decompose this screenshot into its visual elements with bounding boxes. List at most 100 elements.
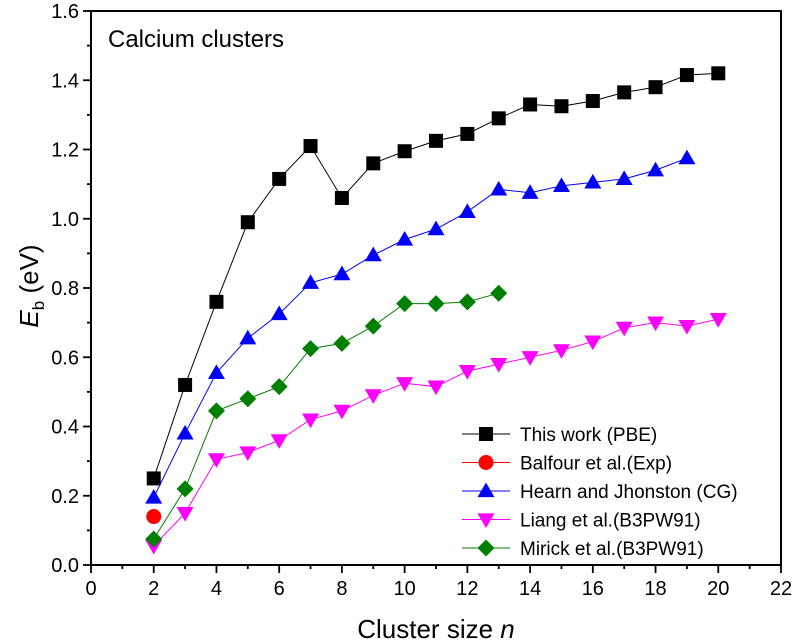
data-point [647, 316, 665, 332]
data-point [239, 446, 257, 461]
x-tick-label: 16 [582, 578, 604, 600]
data-point [270, 378, 288, 396]
data-point [460, 126, 475, 141]
data-point [552, 177, 570, 192]
y-tick-label: 0.2 [51, 486, 79, 508]
data-point [491, 111, 506, 126]
y-tick-label: 1.0 [51, 209, 79, 231]
data-point [333, 334, 351, 352]
data-point [458, 293, 476, 311]
data-point [521, 184, 539, 199]
series-layer [145, 66, 727, 555]
data-point [396, 295, 414, 313]
data-point [302, 413, 320, 429]
data-point [709, 313, 727, 328]
y-tick-label: 1.6 [51, 1, 79, 23]
data-point [176, 424, 194, 440]
legend-entry: Liang et al.(B3PW91) [462, 511, 701, 532]
legend-label: Mirick et al.(B3PW91) [520, 539, 704, 560]
x-axis-title: Cluster size n [357, 614, 515, 642]
legend-label: Hearn and Jhonston (CG) [520, 482, 738, 503]
data-point [364, 246, 382, 262]
legend-label: This work (PBE) [520, 425, 657, 446]
y-tick-label: 1.4 [51, 70, 79, 92]
data-point [207, 364, 225, 379]
data-point [209, 294, 224, 309]
x-tick-label: 22 [770, 578, 792, 600]
data-point [427, 220, 445, 236]
chart-annotation: Calcium clusters [108, 26, 284, 53]
data-point [303, 139, 318, 154]
data-point [552, 344, 570, 359]
data-point [176, 480, 194, 498]
x-tick-label: 10 [394, 578, 416, 600]
x-tick-label: 20 [707, 578, 729, 600]
x-axis-title-spacer [493, 614, 500, 642]
data-point [648, 80, 663, 95]
data-point [333, 265, 351, 281]
y-axis-title-unit: (eV) [14, 244, 44, 300]
data-point [270, 305, 288, 321]
x-tick-label: 0 [85, 578, 96, 600]
y-axis-title-subscript: b [29, 301, 48, 310]
data-point [523, 97, 538, 112]
data-point [239, 390, 257, 408]
x-tick-label: 14 [519, 578, 541, 600]
series-4 [145, 313, 727, 555]
y-axis-title: Eb (eV) [14, 244, 48, 327]
legend-entry: Hearn and Jhonston (CG) [462, 482, 738, 503]
legend-label: Liang et al.(B3PW91) [520, 511, 701, 532]
data-point [458, 203, 476, 218]
data-point [427, 295, 445, 313]
data-point [490, 180, 508, 196]
data-point [396, 377, 414, 392]
data-point [584, 173, 602, 189]
data-point [145, 488, 163, 504]
x-tick-label: 2 [148, 578, 159, 600]
data-point [429, 133, 443, 148]
data-point [364, 317, 382, 335]
data-point [678, 149, 696, 165]
y-tick-label: 0.4 [51, 417, 79, 439]
data-point [333, 404, 351, 420]
data-point [585, 94, 600, 109]
x-tick-label: 4 [211, 578, 222, 600]
legend-marker [477, 539, 495, 557]
data-point [146, 509, 162, 525]
axes: 0 2 4 6 8 10 12 14 16 18 20 22 0.0 0.2 0.4 0.6 0.8 1.0 1.2… [51, 1, 792, 600]
y-axis-title-symbol: E [14, 310, 44, 328]
data-point [617, 85, 632, 100]
data-point [239, 329, 257, 345]
data-point [521, 351, 539, 366]
series-1 [146, 66, 726, 486]
legend: This work (PBE) Balfour et al.(Exp) Hearn … [462, 425, 738, 560]
y-tick-label: 0.0 [51, 555, 79, 577]
data-point [458, 364, 476, 380]
legend-marker [477, 513, 495, 528]
data-point [270, 434, 288, 449]
data-point [397, 144, 412, 159]
data-point [364, 389, 382, 404]
data-point [615, 321, 633, 337]
data-point [334, 190, 349, 205]
y-tick-label: 0.8 [51, 278, 79, 300]
data-point [178, 377, 193, 392]
data-point [272, 171, 287, 186]
data-point [396, 231, 414, 246]
x-axis-title-text: Cluster size [357, 614, 493, 642]
data-point [584, 335, 602, 351]
data-point [490, 358, 508, 373]
y-tick-label: 0.6 [51, 347, 79, 369]
y-tick-label: 1.2 [51, 140, 79, 162]
data-point [240, 215, 255, 230]
series-2 [146, 509, 162, 525]
legend-marker [479, 427, 493, 441]
legend-label: Balfour et al.(Exp) [520, 454, 672, 475]
data-point [679, 68, 694, 83]
data-point [207, 453, 225, 468]
legend-marker [477, 482, 495, 498]
data-point [711, 66, 726, 81]
data-point [615, 170, 633, 186]
data-point [176, 506, 194, 522]
